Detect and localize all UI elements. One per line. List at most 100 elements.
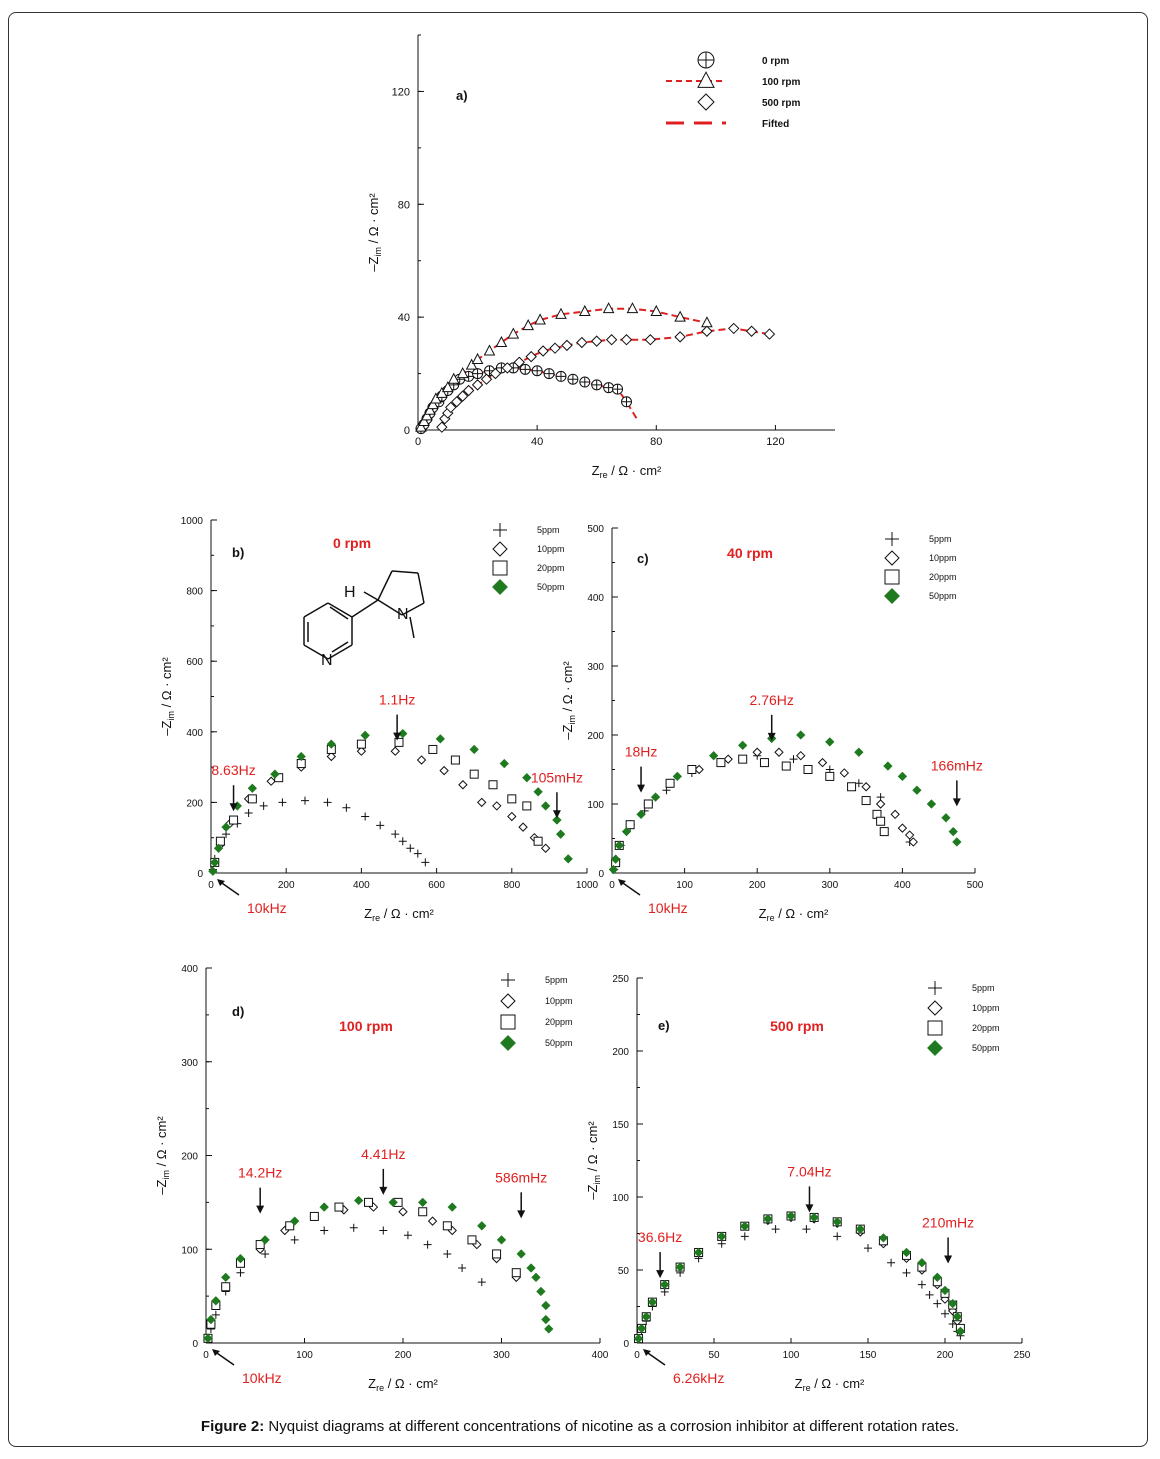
data-point xyxy=(650,792,661,802)
arrow-head xyxy=(229,803,238,812)
data-point xyxy=(441,381,454,393)
data-point xyxy=(356,739,366,749)
legend-label: 50ppm xyxy=(545,1038,573,1048)
y-tick-label: 200 xyxy=(612,1047,629,1058)
data-point xyxy=(932,1272,943,1283)
data-point xyxy=(326,751,337,762)
panel-label: e) xyxy=(658,1018,670,1033)
data-point xyxy=(443,1249,452,1258)
y-tick-label: 400 xyxy=(186,728,203,739)
data-point xyxy=(543,368,555,380)
panel-label: b) xyxy=(232,545,244,560)
data-point xyxy=(495,335,508,348)
legend-marker xyxy=(500,993,516,1009)
x-axis-label: Zre / Ω · cm² xyxy=(364,906,434,923)
annotation-label: 210mHz xyxy=(922,1215,974,1231)
annotation: 18Hz xyxy=(625,744,657,793)
data-point xyxy=(610,854,621,864)
arrow-head xyxy=(552,810,561,819)
data-point xyxy=(436,421,448,433)
legend-label: 50ppm xyxy=(972,1043,1000,1053)
annotation-label: 105mHz xyxy=(531,769,583,785)
marker-cross xyxy=(591,379,602,390)
legend: 5ppm 10ppm 20ppm 50ppm xyxy=(499,973,573,1052)
data-point xyxy=(740,1221,750,1231)
legend-marker xyxy=(697,51,715,69)
marker-cross xyxy=(555,371,566,382)
y-tick-label: 300 xyxy=(181,1058,198,1069)
data-point xyxy=(462,384,475,397)
data-point xyxy=(296,751,306,762)
chart-panel-a: 0 40 80 120 0 40 80 120 Zre / Ω · cm² –Zim / Ω · … xyxy=(366,34,835,480)
data-point xyxy=(701,316,713,328)
data-point xyxy=(421,858,430,867)
data-point xyxy=(507,811,517,822)
data-point xyxy=(421,409,433,421)
legend-label: Fifted xyxy=(762,119,789,130)
legend: 0 rpm 100 rpm 500 rpm Fifted xyxy=(666,51,800,130)
bond xyxy=(351,599,379,618)
annotation: 586mHz xyxy=(495,1169,547,1219)
annotation: 105mHz xyxy=(531,769,583,819)
legend-marker xyxy=(492,541,508,557)
data-point xyxy=(802,1225,811,1234)
annotation: 4.41Hz xyxy=(361,1146,405,1195)
x-tick-label: 250 xyxy=(1014,1350,1031,1361)
legend-item: 5ppm xyxy=(501,973,568,987)
data-point xyxy=(534,313,546,325)
bond xyxy=(327,602,353,618)
y-tick-label: 0 xyxy=(197,869,203,880)
data-point xyxy=(471,379,484,391)
y-tick-label: 0 xyxy=(623,1339,629,1350)
panel-title: 100 rpm xyxy=(339,1018,393,1034)
y-tick-label: 0 xyxy=(404,425,410,437)
x-tick-label: 400 xyxy=(353,880,370,891)
data-point xyxy=(647,1297,658,1307)
legend-label: 20ppm xyxy=(972,1023,1000,1033)
x-tick-label: 400 xyxy=(894,880,911,891)
bond xyxy=(401,602,425,616)
annotation-label: 2.76Hz xyxy=(750,692,794,708)
series-5ppm xyxy=(610,751,914,874)
legend-item: 10ppm xyxy=(927,1000,1000,1016)
legend: 5ppm 10ppm 20ppm 50ppm xyxy=(926,981,1000,1057)
data-point xyxy=(567,373,579,385)
x-tick-label: 200 xyxy=(278,880,295,891)
data-point xyxy=(752,747,762,757)
legend-marker xyxy=(926,1039,944,1057)
data-point xyxy=(579,376,591,388)
data-point xyxy=(260,1235,270,1245)
data-point xyxy=(229,815,239,825)
data-point xyxy=(626,302,639,314)
bond xyxy=(303,602,329,618)
y-tick-label: 200 xyxy=(181,1152,198,1163)
arrow-head xyxy=(944,1255,953,1264)
data-point xyxy=(832,1217,842,1227)
annotation: 7.04Hz xyxy=(787,1163,832,1213)
y-tick-label: 250 xyxy=(612,974,629,985)
annotation-label: 1.1Hz xyxy=(379,692,416,708)
data-point xyxy=(398,1207,408,1217)
arrow-head xyxy=(805,1204,814,1213)
y-axis-label: –Zim / Ω · cm² xyxy=(366,193,383,272)
data-point xyxy=(423,1240,432,1249)
arrow-head xyxy=(656,1270,665,1279)
data-point xyxy=(456,390,469,402)
series-5ppm xyxy=(634,1225,965,1343)
bond xyxy=(391,570,419,574)
legend-item: 50ppm xyxy=(491,578,565,596)
data-point xyxy=(501,362,514,374)
series-50ppm xyxy=(208,728,573,876)
annotation-label: 10kHz xyxy=(247,900,287,916)
x-tick-label: 100 xyxy=(676,880,693,891)
marker-cross xyxy=(532,365,543,376)
data-point xyxy=(456,366,469,379)
legend-marker xyxy=(697,71,715,88)
caption-text: Nyquist diagrams at different concentrat… xyxy=(268,1418,960,1435)
caption-label: Figure 2: xyxy=(200,1418,265,1435)
data-point xyxy=(771,1225,780,1234)
arrow-head xyxy=(217,879,225,886)
data-point xyxy=(675,1262,685,1272)
annotation-label: 14.2Hz xyxy=(238,1165,282,1181)
